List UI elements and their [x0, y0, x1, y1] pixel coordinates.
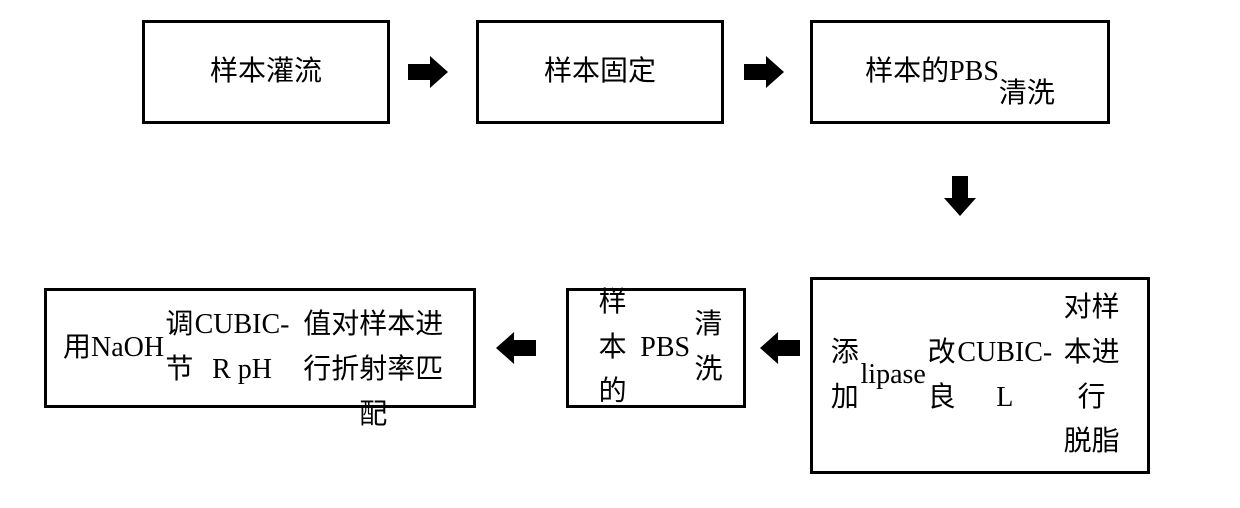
flow-box-cubic-r: 用 NaOH 调节 CUBIC-R pH值对样本进行折射率匹配: [44, 288, 476, 408]
arrow-icon: [744, 56, 784, 88]
flow-box-pbs-wash-2: 样本的PBS 清洗: [566, 288, 746, 408]
arrow-icon: [408, 56, 448, 88]
flow-box-cubic-l: 添加 lipase 改良CUBIC-L 对样本进行脱脂: [810, 277, 1150, 474]
arrow-icon: [944, 176, 976, 216]
flow-box-perfusion: 样本灌流: [142, 20, 390, 124]
arrow-icon: [760, 332, 800, 364]
flow-box-fixation: 样本固定: [476, 20, 724, 124]
flow-box-pbs-wash-1: 样本的 PBS清洗: [810, 20, 1110, 124]
arrow-icon: [496, 332, 536, 364]
